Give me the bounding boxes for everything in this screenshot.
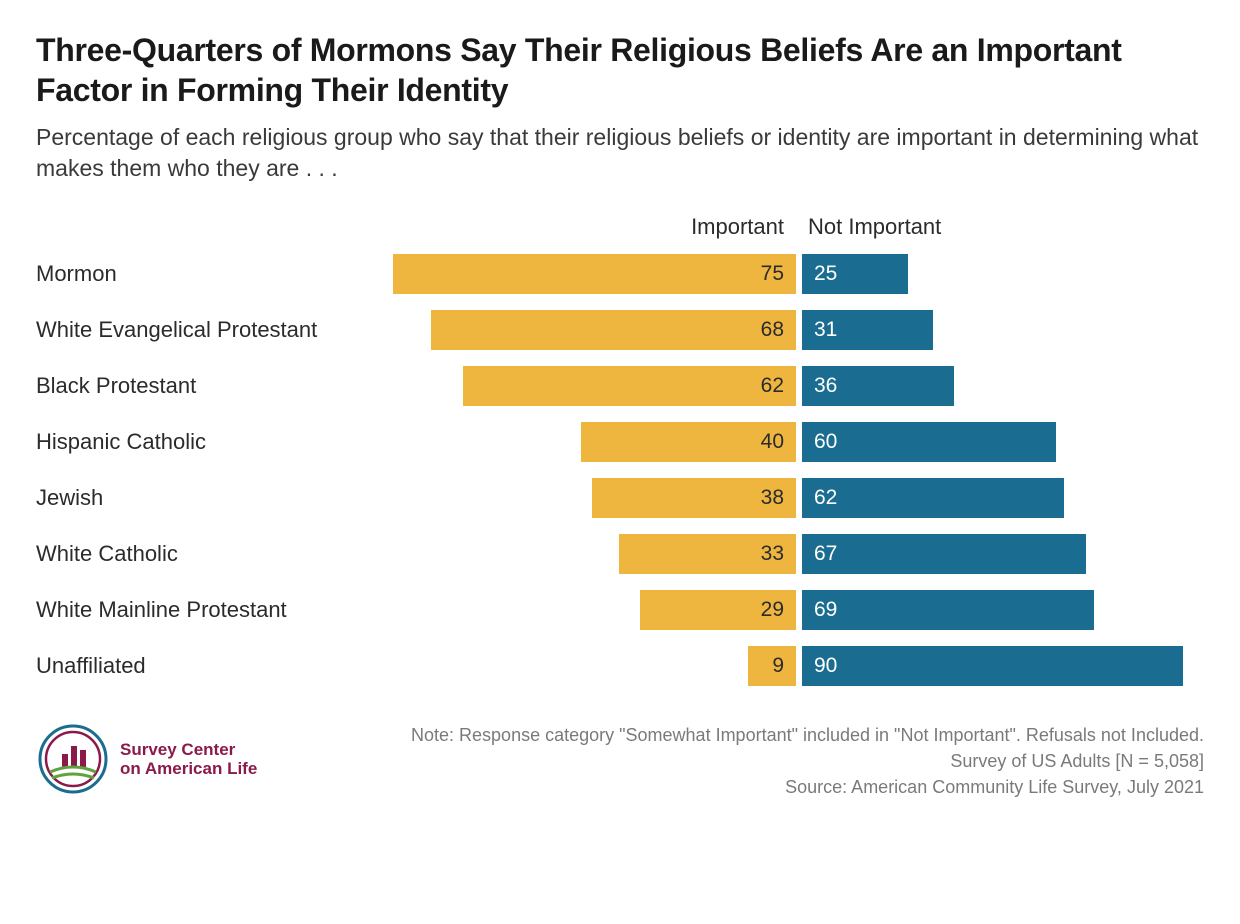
logo-line2: on American Life (120, 759, 257, 779)
bar-important-value: 33 (761, 542, 784, 566)
bar-important: 62 (463, 366, 796, 406)
row-bars: 40 60 (366, 414, 1204, 470)
bar-not-important: 60 (802, 422, 1056, 462)
chart-title: Three-Quarters of Mormons Say Their Reli… (36, 30, 1204, 110)
row-label: White Mainline Protestant (36, 597, 366, 623)
row-label: Mormon (36, 261, 366, 287)
bar-not-important-value: 62 (814, 486, 837, 510)
bar-not-important-value: 60 (814, 430, 837, 454)
bar-not-important-value: 31 (814, 318, 837, 342)
row-bars: 9 90 (366, 638, 1204, 694)
chart-row: Mormon 75 25 (36, 246, 1204, 302)
row-label: White Evangelical Protestant (36, 317, 366, 343)
row-bars: 68 31 (366, 302, 1204, 358)
chart-row: Jewish 38 62 (36, 470, 1204, 526)
bar-not-important-value: 67 (814, 542, 837, 566)
header-spacer (36, 214, 366, 240)
footnote-line1: Note: Response category "Somewhat Import… (384, 722, 1204, 774)
chart-subtitle: Percentage of each religious group who s… (36, 122, 1204, 184)
chart-container: Important Not Important Mormon 75 25 White … (36, 214, 1204, 694)
bar-zone-not-important: 36 (796, 358, 1204, 414)
footer: Survey Center on American Life Note: Res… (36, 722, 1204, 800)
bar-important: 75 (393, 254, 796, 294)
bar-important: 38 (592, 478, 796, 518)
bar-zone-important: 29 (366, 582, 796, 638)
bar-zone-important: 38 (366, 470, 796, 526)
row-bars: 75 25 (366, 246, 1204, 302)
bar-zone-not-important: 90 (796, 638, 1204, 694)
header-not-important: Not Important (796, 214, 1204, 240)
row-label: Unaffiliated (36, 653, 366, 679)
row-bars: 62 36 (366, 358, 1204, 414)
row-label: White Catholic (36, 541, 366, 567)
chart-rows: Mormon7525White Evangelical Protestant68… (36, 246, 1204, 694)
chart-row: Black Protestant 62 36 (36, 358, 1204, 414)
bar-important-value: 29 (761, 598, 784, 622)
bar-zone-important: 75 (366, 246, 796, 302)
bar-not-important-value: 36 (814, 374, 837, 398)
row-bars: 29 69 (366, 582, 1204, 638)
chart-row: Hispanic Catholic 40 60 (36, 414, 1204, 470)
header-important: Important (366, 214, 796, 240)
row-label: Jewish (36, 485, 366, 511)
bar-not-important-value: 90 (814, 654, 837, 678)
logo-line1: Survey Center (120, 740, 257, 760)
bar-important-value: 40 (761, 430, 784, 454)
bar-zone-not-important: 25 (796, 246, 1204, 302)
source-logo: Survey Center on American Life (36, 722, 257, 796)
bar-important-value: 75 (761, 262, 784, 286)
bar-important: 9 (748, 646, 796, 686)
bar-zone-important: 68 (366, 302, 796, 358)
bar-important-value: 62 (761, 374, 784, 398)
row-bars: 33 67 (366, 526, 1204, 582)
logo-icon (36, 722, 110, 796)
bar-important-value: 9 (772, 654, 784, 678)
row-label: Black Protestant (36, 373, 366, 399)
bar-important-value: 38 (761, 486, 784, 510)
bar-important: 40 (581, 422, 796, 462)
bar-zone-not-important: 60 (796, 414, 1204, 470)
bar-zone-important: 62 (366, 358, 796, 414)
bar-zone-not-important: 62 (796, 470, 1204, 526)
chart-row: Unaffiliated 9 90 (36, 638, 1204, 694)
bar-zone-not-important: 69 (796, 582, 1204, 638)
chart-row: White Evangelical Protestant 68 31 (36, 302, 1204, 358)
bar-zone-important: 33 (366, 526, 796, 582)
bar-important: 33 (619, 534, 796, 574)
bar-not-important-value: 69 (814, 598, 837, 622)
footnote-line2: Source: American Community Life Survey, … (384, 774, 1204, 800)
chart-row: White Catholic 33 67 (36, 526, 1204, 582)
bar-important-value: 68 (761, 318, 784, 342)
bar-not-important: 36 (802, 366, 954, 406)
bar-zone-important: 40 (366, 414, 796, 470)
bar-not-important: 62 (802, 478, 1064, 518)
row-bars: 38 62 (366, 470, 1204, 526)
bar-important: 29 (640, 590, 796, 630)
logo-text: Survey Center on American Life (120, 740, 257, 779)
bar-not-important: 90 (802, 646, 1183, 686)
bar-not-important: 31 (802, 310, 933, 350)
chart-row: White Mainline Protestant 29 69 (36, 582, 1204, 638)
column-headers: Important Not Important (36, 214, 1204, 240)
bar-zone-not-important: 67 (796, 526, 1204, 582)
bar-not-important-value: 25 (814, 262, 837, 286)
bar-not-important: 25 (802, 254, 908, 294)
bar-zone-not-important: 31 (796, 302, 1204, 358)
bar-zone-important: 9 (366, 638, 796, 694)
footnote: Note: Response category "Somewhat Import… (384, 722, 1204, 800)
bar-not-important: 67 (802, 534, 1086, 574)
row-label: Hispanic Catholic (36, 429, 366, 455)
bar-not-important: 69 (802, 590, 1094, 630)
bar-important: 68 (431, 310, 797, 350)
